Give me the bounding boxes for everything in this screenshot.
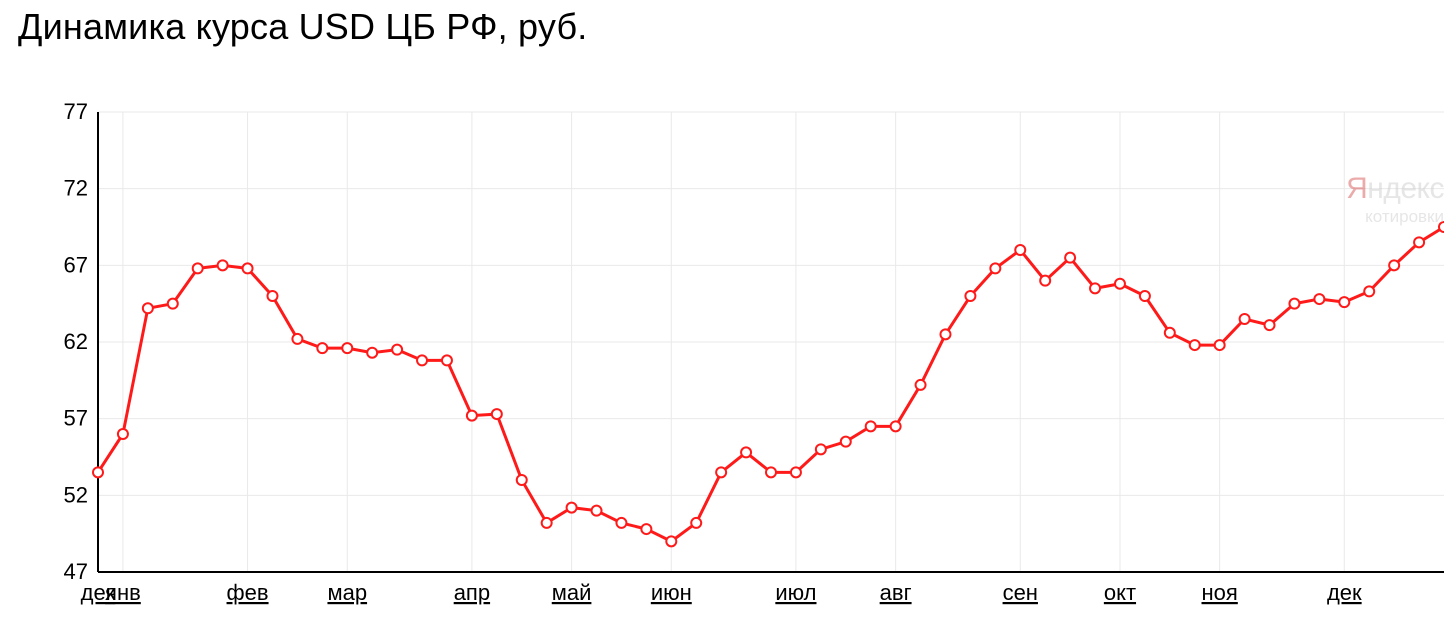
data-point[interactable] [1165, 328, 1175, 338]
data-point[interactable] [716, 467, 726, 477]
data-point[interactable] [193, 263, 203, 273]
x-tick-label[interactable]: дек [1327, 580, 1362, 605]
x-tick-label[interactable]: окт [1104, 580, 1136, 605]
data-point[interactable] [93, 467, 103, 477]
data-point[interactable] [267, 291, 277, 301]
chart-container: 47525762677277декянвфевмарапрмайиюниюлав… [0, 92, 1444, 636]
data-point[interactable] [1115, 279, 1125, 289]
y-tick-label: 77 [64, 99, 88, 124]
x-tick-label[interactable]: фев [227, 580, 269, 605]
data-point[interactable] [118, 429, 128, 439]
data-point[interactable] [168, 299, 178, 309]
y-tick-label: 62 [64, 329, 88, 354]
data-point[interactable] [417, 355, 427, 365]
data-point[interactable] [616, 518, 626, 528]
data-point[interactable] [1289, 299, 1299, 309]
data-point[interactable] [367, 348, 377, 358]
data-point[interactable] [1314, 294, 1324, 304]
data-point[interactable] [666, 536, 676, 546]
x-tick-label[interactable]: мар [327, 580, 367, 605]
data-point[interactable] [317, 343, 327, 353]
data-point[interactable] [592, 506, 602, 516]
data-point[interactable] [542, 518, 552, 528]
data-point[interactable] [1364, 286, 1374, 296]
data-point[interactable] [1015, 245, 1025, 255]
line-chart: 47525762677277декянвфевмарапрмайиюниюлав… [0, 92, 1444, 636]
data-point[interactable] [691, 518, 701, 528]
chart-title: Динамика курса USD ЦБ РФ, руб. [0, 0, 1444, 48]
data-point[interactable] [940, 329, 950, 339]
data-point[interactable] [791, 467, 801, 477]
data-point[interactable] [492, 409, 502, 419]
data-point[interactable] [916, 380, 926, 390]
data-point[interactable] [741, 447, 751, 457]
data-point[interactable] [766, 467, 776, 477]
x-tick-label[interactable]: янв [105, 580, 141, 605]
data-point[interactable] [1090, 283, 1100, 293]
data-point[interactable] [641, 524, 651, 534]
data-point[interactable] [1065, 253, 1075, 263]
x-tick-label[interactable]: авг [880, 580, 912, 605]
data-point[interactable] [816, 444, 826, 454]
data-point[interactable] [342, 343, 352, 353]
data-point[interactable] [1414, 237, 1424, 247]
data-point[interactable] [1140, 291, 1150, 301]
data-point[interactable] [1265, 320, 1275, 330]
watermark-brand-rest: ндекс [1367, 172, 1444, 205]
data-point[interactable] [392, 345, 402, 355]
data-point[interactable] [891, 421, 901, 431]
x-tick-label[interactable]: июл [775, 580, 816, 605]
x-tick-label[interactable]: сен [1003, 580, 1038, 605]
x-tick-label[interactable]: апр [454, 580, 490, 605]
y-tick-label: 57 [64, 406, 88, 431]
data-point[interactable] [567, 503, 577, 513]
x-tick-label[interactable]: май [552, 580, 592, 605]
watermark-brand-prefix: Я [1346, 172, 1367, 205]
y-tick-label: 52 [64, 482, 88, 507]
data-point[interactable] [243, 263, 253, 273]
data-point[interactable] [292, 334, 302, 344]
watermark-subtitle: котировки [1346, 207, 1444, 227]
data-point[interactable] [1190, 340, 1200, 350]
data-point[interactable] [841, 437, 851, 447]
y-tick-label: 72 [64, 176, 88, 201]
data-point[interactable] [1339, 297, 1349, 307]
data-point[interactable] [467, 411, 477, 421]
data-point[interactable] [1389, 260, 1399, 270]
data-point[interactable] [143, 303, 153, 313]
series-line [98, 227, 1444, 541]
data-point[interactable] [517, 475, 527, 485]
watermark: Яндекс котировки [1346, 172, 1444, 226]
data-point[interactable] [442, 355, 452, 365]
data-point[interactable] [1215, 340, 1225, 350]
data-point[interactable] [1040, 276, 1050, 286]
data-point[interactable] [866, 421, 876, 431]
y-tick-label: 67 [64, 252, 88, 277]
data-point[interactable] [990, 263, 1000, 273]
data-point[interactable] [1240, 314, 1250, 324]
data-point[interactable] [218, 260, 228, 270]
data-point[interactable] [965, 291, 975, 301]
x-tick-label[interactable]: июн [651, 580, 692, 605]
x-tick-label[interactable]: ноя [1202, 580, 1238, 605]
